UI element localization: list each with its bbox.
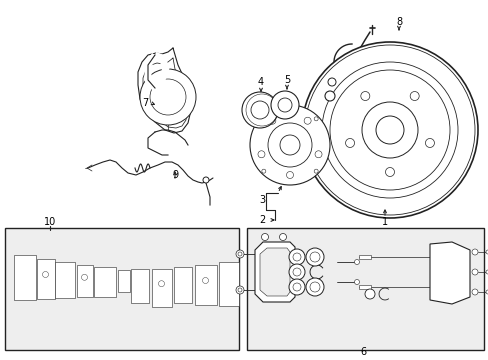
Polygon shape [174,267,192,303]
Circle shape [292,253,301,261]
Bar [5,228,239,350]
Polygon shape [194,265,216,305]
Polygon shape [151,269,171,306]
Circle shape [385,167,394,176]
Circle shape [309,282,319,292]
Circle shape [288,264,305,280]
Polygon shape [254,242,294,302]
Circle shape [471,249,477,255]
Circle shape [286,171,293,179]
Polygon shape [37,258,54,298]
Polygon shape [55,262,75,298]
Circle shape [375,116,403,144]
Bar [358,285,370,289]
Polygon shape [76,265,92,297]
Circle shape [321,62,457,198]
Circle shape [485,270,488,274]
Circle shape [314,151,322,158]
Circle shape [236,286,244,294]
Text: 9: 9 [172,170,178,180]
Circle shape [304,117,310,124]
Circle shape [278,98,291,112]
Circle shape [305,278,324,296]
Circle shape [309,252,319,262]
Circle shape [325,91,334,101]
Circle shape [305,248,324,266]
Text: 1: 1 [381,217,387,227]
Circle shape [288,279,305,295]
Circle shape [42,271,48,278]
Circle shape [485,250,488,254]
Circle shape [280,135,299,155]
Circle shape [250,101,268,119]
Text: 3: 3 [259,195,264,205]
Circle shape [150,79,185,115]
Polygon shape [260,248,289,296]
Circle shape [485,290,488,294]
Circle shape [249,105,329,185]
Circle shape [360,91,369,100]
Circle shape [261,169,265,173]
Circle shape [203,177,208,183]
Circle shape [313,117,318,121]
Circle shape [302,42,477,218]
Circle shape [242,92,278,128]
Text: 2: 2 [258,215,264,225]
Circle shape [238,252,242,256]
Circle shape [305,45,474,215]
Circle shape [329,70,449,190]
Text: 10: 10 [44,217,56,227]
Text: 8: 8 [395,17,401,27]
Circle shape [236,250,244,258]
Circle shape [345,139,354,148]
Circle shape [258,151,264,158]
Circle shape [279,234,286,240]
Circle shape [261,234,268,240]
Polygon shape [131,269,149,303]
Circle shape [202,278,208,284]
Polygon shape [94,267,116,297]
Polygon shape [117,270,129,292]
Text: 5: 5 [284,75,289,85]
Circle shape [313,169,318,173]
Bar [358,255,370,259]
Circle shape [327,78,335,86]
Bar [246,228,483,350]
Circle shape [270,91,298,119]
Circle shape [140,69,196,125]
Polygon shape [429,242,469,304]
Circle shape [268,117,275,124]
Circle shape [292,268,301,276]
Circle shape [292,283,301,291]
Text: 4: 4 [257,77,264,87]
Circle shape [425,139,433,148]
Circle shape [354,260,359,265]
Polygon shape [14,255,36,300]
Circle shape [409,91,418,100]
Circle shape [261,117,265,121]
Circle shape [158,281,164,287]
Circle shape [354,279,359,284]
Circle shape [288,249,305,265]
Circle shape [364,289,374,299]
Text: 7: 7 [142,98,148,108]
Circle shape [267,123,311,167]
Circle shape [361,102,417,158]
Circle shape [471,269,477,275]
Circle shape [238,288,242,292]
Circle shape [471,289,477,295]
Polygon shape [219,262,239,306]
Circle shape [81,274,87,280]
Text: 6: 6 [359,347,366,357]
